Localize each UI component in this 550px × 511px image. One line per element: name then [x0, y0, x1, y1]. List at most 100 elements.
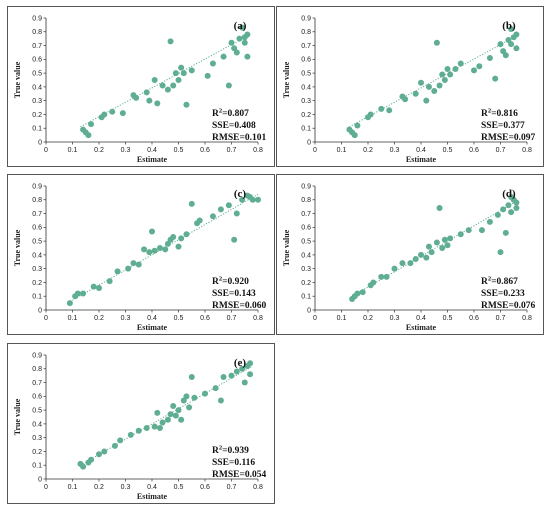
- data-point: [186, 404, 193, 411]
- rmse-label: RMSE=0.060: [212, 301, 266, 311]
- y-tick-label: 0.1: [301, 126, 311, 133]
- data-point: [412, 90, 419, 97]
- x-tick-label: 0.5: [443, 315, 453, 322]
- data-point: [66, 300, 73, 307]
- data-point: [502, 52, 509, 59]
- data-point: [447, 71, 454, 78]
- x-tick-label: 0.8: [253, 484, 263, 491]
- data-point: [249, 196, 256, 203]
- y-tick-label: 0.1: [32, 463, 42, 470]
- data-point: [170, 82, 177, 89]
- data-point: [471, 67, 477, 74]
- data-point: [119, 110, 126, 117]
- data-point: [457, 60, 464, 67]
- data-point: [425, 83, 432, 90]
- data-point: [433, 39, 440, 46]
- y-tick-label: 0.2: [32, 280, 42, 287]
- data-point: [188, 67, 195, 74]
- x-tick-label: 0.6: [200, 484, 210, 491]
- x-tick-label: 0.7: [496, 147, 506, 154]
- data-point: [156, 245, 163, 251]
- panel-label: (a): [234, 20, 247, 32]
- data-point: [225, 202, 232, 209]
- data-point: [74, 290, 81, 297]
- y-tick-label: 0.2: [32, 112, 42, 119]
- data-point: [486, 218, 493, 225]
- data-point: [494, 211, 501, 218]
- x-tick-label: 0.7: [496, 315, 506, 322]
- data-point: [228, 39, 235, 46]
- data-point: [508, 41, 515, 48]
- x-tick-label: 0.1: [68, 147, 78, 154]
- x-tick-label: 0.6: [200, 147, 210, 154]
- data-point: [135, 261, 142, 268]
- data-point: [111, 442, 118, 449]
- data-point: [88, 121, 95, 128]
- data-point: [444, 65, 451, 72]
- x-tick-label: 0.1: [68, 484, 78, 491]
- data-point: [465, 227, 472, 234]
- x-tick-label: 0.2: [94, 484, 104, 491]
- data-point: [233, 368, 240, 375]
- data-point: [247, 360, 254, 367]
- sse-label: SSE=0.233: [481, 289, 525, 299]
- data-point: [80, 463, 87, 470]
- scatter-plot: 0 0.1 0.2 0.3 0.4 0.5 0.6 0.7 0.8 0 0.1 0.2 0.3 0.4 0.…: [13, 183, 266, 332]
- x-tick-label: 0: [44, 147, 48, 154]
- y-tick-label: 0.9: [301, 183, 311, 190]
- x-tick-label: 0: [313, 147, 317, 154]
- data-point: [172, 412, 179, 419]
- y-tick-label: 0.9: [32, 183, 42, 190]
- data-point: [164, 86, 171, 93]
- scatter-plot: 0 0.1 0.2 0.3 0.4 0.5 0.6 0.7 0.8 0 0.1 0.2 0.3 0.4 0.…: [282, 183, 535, 332]
- data-point: [412, 256, 419, 263]
- y-axis-title: True value: [282, 61, 291, 98]
- data-point: [159, 419, 166, 426]
- data-point: [476, 63, 483, 70]
- data-point: [154, 409, 161, 416]
- panel-label: (d): [502, 188, 516, 200]
- x-tick-label: 0.3: [121, 315, 131, 322]
- panel-label: (e): [234, 357, 247, 369]
- data-point: [367, 111, 374, 118]
- data-point: [478, 227, 485, 234]
- data-point: [513, 31, 520, 38]
- data-point: [170, 402, 177, 409]
- data-point: [117, 437, 124, 444]
- data-point: [212, 385, 219, 392]
- data-point: [101, 448, 108, 455]
- x-tick-label: 0.6: [469, 315, 479, 322]
- data-point: [425, 243, 432, 250]
- y-tick-label: 0.1: [32, 126, 42, 133]
- y-tick-label: 0.9: [301, 15, 311, 22]
- data-point: [156, 425, 163, 432]
- y-tick-label: 0.8: [32, 29, 42, 36]
- x-tick-label: 0.1: [337, 147, 347, 154]
- chart-panel-a: 0 0.1 0.2 0.3 0.4 0.5 0.6 0.7 0.8 0 0.1 0.2 0.3 0.4 0.…: [7, 6, 275, 167]
- x-tick-label: 0: [44, 484, 48, 491]
- data-point: [167, 38, 174, 45]
- scatter-plot: 0 0.1 0.2 0.3 0.4 0.5 0.6 0.7 0.8 0 0.1 0.2 0.3 0.4 0.…: [13, 352, 266, 501]
- data-point: [423, 97, 430, 104]
- fit-line: [351, 199, 520, 297]
- y-tick-label: 0.5: [32, 71, 42, 78]
- x-tick-label: 0.4: [147, 147, 157, 154]
- y-tick-label: 0.3: [32, 98, 42, 105]
- data-point: [423, 254, 430, 261]
- x-axis-title: Estimate: [406, 323, 437, 332]
- y-tick-label: 0.4: [301, 252, 311, 259]
- data-point: [378, 105, 385, 112]
- data-point: [106, 278, 113, 285]
- x-tick-label: 0.8: [522, 315, 532, 322]
- data-point: [359, 289, 366, 296]
- y-tick-label: 0.7: [32, 380, 42, 387]
- y-tick-label: 0.3: [32, 266, 42, 273]
- rmse-label: RMSE=0.054: [212, 470, 266, 480]
- data-point: [402, 96, 409, 103]
- data-point: [114, 268, 121, 275]
- data-point: [378, 273, 385, 280]
- data-point: [135, 427, 142, 434]
- data-point: [183, 393, 190, 400]
- y-tick-label: 0.8: [301, 197, 311, 204]
- y-tick-label: 0.2: [32, 449, 42, 456]
